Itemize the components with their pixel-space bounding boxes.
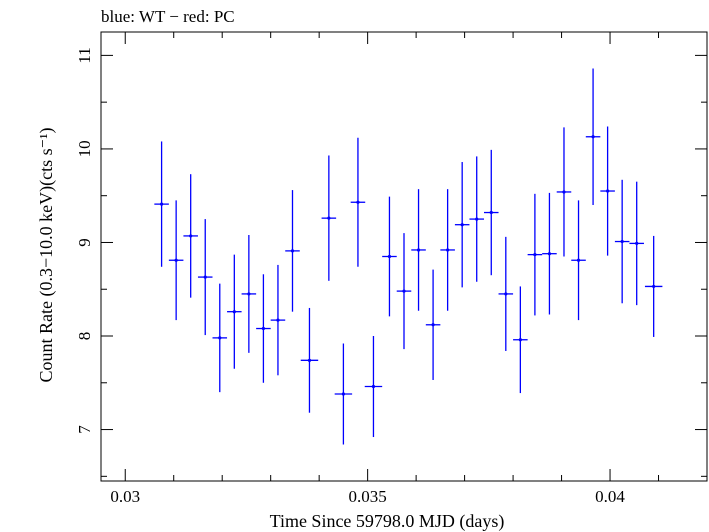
data-points xyxy=(154,68,663,445)
point-marker xyxy=(562,190,566,194)
point-marker xyxy=(327,216,331,220)
plot-frame xyxy=(100,31,708,482)
point-marker xyxy=(160,202,164,206)
point-marker xyxy=(518,338,522,342)
point-marker xyxy=(547,252,552,256)
x-tick-label: 0.03 xyxy=(110,487,140,506)
point-marker xyxy=(446,248,450,252)
point-marker xyxy=(290,249,295,253)
data-point xyxy=(285,190,300,312)
point-marker xyxy=(203,275,207,279)
data-point xyxy=(629,181,644,306)
data-point xyxy=(256,274,271,383)
y-tick-label: 9 xyxy=(75,238,94,247)
data-point xyxy=(334,343,353,445)
point-marker xyxy=(218,336,222,340)
data-point xyxy=(183,174,198,298)
plot-frame-border xyxy=(100,31,708,482)
point-marker xyxy=(533,253,537,257)
data-point xyxy=(498,236,514,351)
x-axis-label: Time Since 59798.0 MJD (days) xyxy=(270,511,505,532)
data-point xyxy=(469,156,484,282)
point-marker xyxy=(247,292,251,296)
data-point xyxy=(197,219,213,336)
point-marker xyxy=(416,248,421,252)
point-marker xyxy=(189,234,193,238)
data-point xyxy=(300,307,319,413)
data-point xyxy=(227,254,242,369)
point-marker xyxy=(460,223,464,227)
data-point xyxy=(396,233,412,350)
data-point xyxy=(425,269,441,380)
point-marker xyxy=(489,210,493,215)
point-marker xyxy=(387,254,392,259)
data-point xyxy=(270,264,286,376)
y-tick-label: 11 xyxy=(75,47,94,63)
x-tick-label: 0.04 xyxy=(595,487,625,506)
point-marker xyxy=(307,358,312,362)
data-point xyxy=(556,127,572,257)
point-marker xyxy=(276,318,280,322)
point-marker xyxy=(232,310,236,314)
data-point xyxy=(483,149,499,276)
point-marker xyxy=(635,241,639,246)
data-point xyxy=(585,68,601,206)
data-point xyxy=(571,200,586,321)
point-marker xyxy=(356,200,360,204)
data-point xyxy=(364,336,383,438)
point-marker xyxy=(576,258,581,262)
data-point xyxy=(644,235,663,337)
point-marker xyxy=(504,292,508,296)
data-point xyxy=(600,126,615,256)
data-point xyxy=(542,192,557,315)
point-marker xyxy=(591,135,595,139)
data-point xyxy=(241,234,257,353)
data-point xyxy=(454,162,470,288)
data-point xyxy=(527,193,543,316)
point-marker xyxy=(475,217,479,221)
data-point xyxy=(382,196,397,317)
point-marker xyxy=(606,189,610,193)
axis-tick-labels: 0.03 0.035 0.04 7 8 9 10 11 xyxy=(75,47,625,506)
data-point xyxy=(212,283,228,393)
axis-ticks xyxy=(101,32,708,481)
point-marker xyxy=(402,289,406,293)
data-point xyxy=(411,189,426,311)
chart-title: blue: WT − red: PC xyxy=(101,7,235,26)
y-axis-label: Count Rate (0.3−10.0 keV)(cts s⁻¹) xyxy=(36,127,57,382)
data-point xyxy=(513,286,528,394)
point-marker xyxy=(371,384,376,389)
x-tick-label: 0.035 xyxy=(349,487,387,506)
point-marker xyxy=(261,326,266,331)
point-marker xyxy=(174,258,178,262)
data-point xyxy=(168,200,184,321)
y-tick-label: 7 xyxy=(75,425,94,434)
data-point xyxy=(614,179,630,304)
point-marker xyxy=(652,284,656,289)
data-point xyxy=(154,141,169,267)
point-marker xyxy=(431,323,435,327)
y-tick-label: 10 xyxy=(75,140,94,157)
point-marker xyxy=(341,392,345,396)
data-point xyxy=(440,189,455,311)
data-point xyxy=(321,155,337,281)
data-point xyxy=(350,137,366,267)
point-marker xyxy=(620,239,624,244)
y-tick-label: 8 xyxy=(75,332,94,341)
